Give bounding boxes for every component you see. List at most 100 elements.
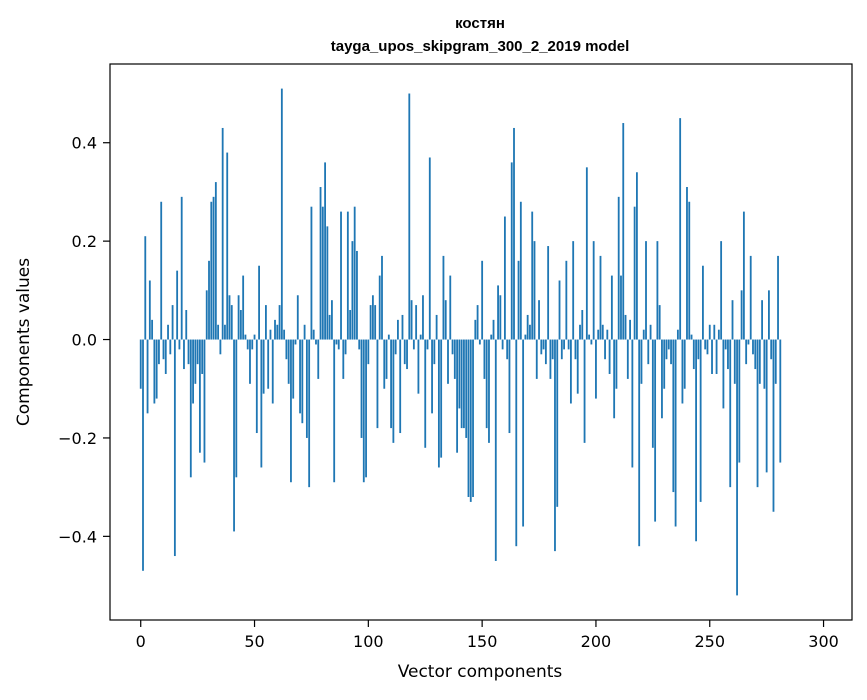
bar-178	[544, 339, 547, 365]
bar-73	[305, 339, 308, 438]
bar-199	[592, 241, 595, 340]
bar-22	[189, 339, 192, 478]
bar-154	[490, 334, 493, 340]
bar-198	[590, 339, 593, 345]
bar-220	[640, 339, 643, 384]
bar-5	[151, 319, 154, 340]
bar-15	[173, 339, 176, 557]
bar-244	[695, 339, 697, 542]
bar-269	[752, 339, 754, 355]
bar-46	[244, 334, 247, 340]
bar-92	[349, 310, 352, 340]
bar-39	[228, 295, 231, 340]
bar-91	[346, 211, 349, 340]
bar-130	[435, 314, 438, 340]
bar-138	[453, 339, 456, 379]
bar-12	[167, 324, 169, 340]
bar-234	[672, 339, 675, 493]
bar-276	[768, 290, 770, 340]
bar-35	[219, 339, 222, 355]
bar-48	[249, 339, 251, 384]
bar-237	[679, 118, 682, 340]
bar-250	[708, 324, 711, 340]
bar-122	[417, 339, 420, 394]
bar-221	[642, 329, 645, 340]
bar-110	[390, 339, 392, 429]
bar-277	[770, 339, 773, 360]
bar-161	[506, 339, 509, 360]
bar-99	[365, 339, 367, 478]
bar-150	[481, 260, 484, 340]
bar-247	[702, 265, 704, 340]
bar-144	[467, 339, 470, 497]
bar-30	[208, 260, 210, 340]
bar-125	[424, 339, 427, 448]
bar-206	[608, 339, 611, 374]
bar-208	[613, 339, 616, 419]
bar-100	[367, 339, 370, 365]
bar-241	[688, 201, 691, 340]
bar-38	[226, 152, 229, 340]
bar-117	[406, 339, 408, 370]
bar-254	[717, 329, 720, 340]
bar-263	[738, 339, 741, 463]
bar-76	[312, 329, 315, 340]
bar-109	[387, 334, 390, 340]
chart-subtitle: tayga_upos_skipgram_300_2_2019 model	[331, 38, 630, 55]
bar-134	[444, 300, 447, 340]
bar-258	[727, 339, 729, 370]
bar-200	[595, 339, 597, 399]
bar-3	[146, 339, 149, 414]
bar-174	[535, 339, 538, 379]
bar-227	[656, 241, 659, 340]
bar-105	[378, 275, 381, 340]
bar-181	[551, 339, 554, 360]
y-tick-label: 0.4	[72, 134, 97, 153]
bar-180	[549, 339, 552, 379]
bar-251	[711, 339, 713, 374]
bar-259	[729, 339, 732, 488]
bar-184	[558, 280, 561, 340]
bar-175	[538, 300, 540, 340]
bar-68	[294, 339, 297, 345]
bar-87	[337, 339, 340, 350]
bar-114	[399, 339, 402, 434]
bar-4	[148, 280, 151, 340]
bar-120	[412, 339, 415, 350]
bar-217	[633, 206, 636, 340]
bar-13	[169, 339, 172, 355]
bar-26	[198, 339, 201, 453]
bar-218	[636, 172, 638, 340]
bar-246	[699, 339, 702, 502]
bar-8	[158, 339, 160, 365]
bar-137	[451, 339, 454, 355]
x-tick-label: 250	[694, 632, 725, 651]
bar-77	[315, 339, 317, 345]
bar-262	[736, 339, 738, 596]
bar-55	[265, 305, 267, 340]
x-tick-label: 300	[808, 632, 839, 651]
bar-183	[556, 339, 559, 507]
bar-86	[335, 339, 338, 345]
bar-128	[431, 339, 433, 414]
bar-211	[620, 275, 622, 340]
bar-54	[262, 339, 265, 394]
bar-119	[410, 300, 413, 340]
y-tick-label: 0.2	[72, 232, 97, 251]
bar-103	[374, 305, 377, 340]
bar-19	[183, 339, 185, 370]
bar-210	[617, 196, 620, 340]
bar-167	[519, 201, 522, 340]
bar-69	[296, 295, 299, 340]
bar-226	[654, 339, 657, 522]
bar-239	[683, 339, 686, 389]
bar-115	[401, 314, 404, 340]
bar-112	[394, 339, 397, 355]
bar-64	[285, 339, 288, 360]
bar-126	[426, 339, 429, 350]
bar-156	[494, 339, 497, 561]
bar-33	[214, 182, 217, 340]
bar-169	[524, 334, 527, 340]
bar-45	[242, 275, 245, 340]
